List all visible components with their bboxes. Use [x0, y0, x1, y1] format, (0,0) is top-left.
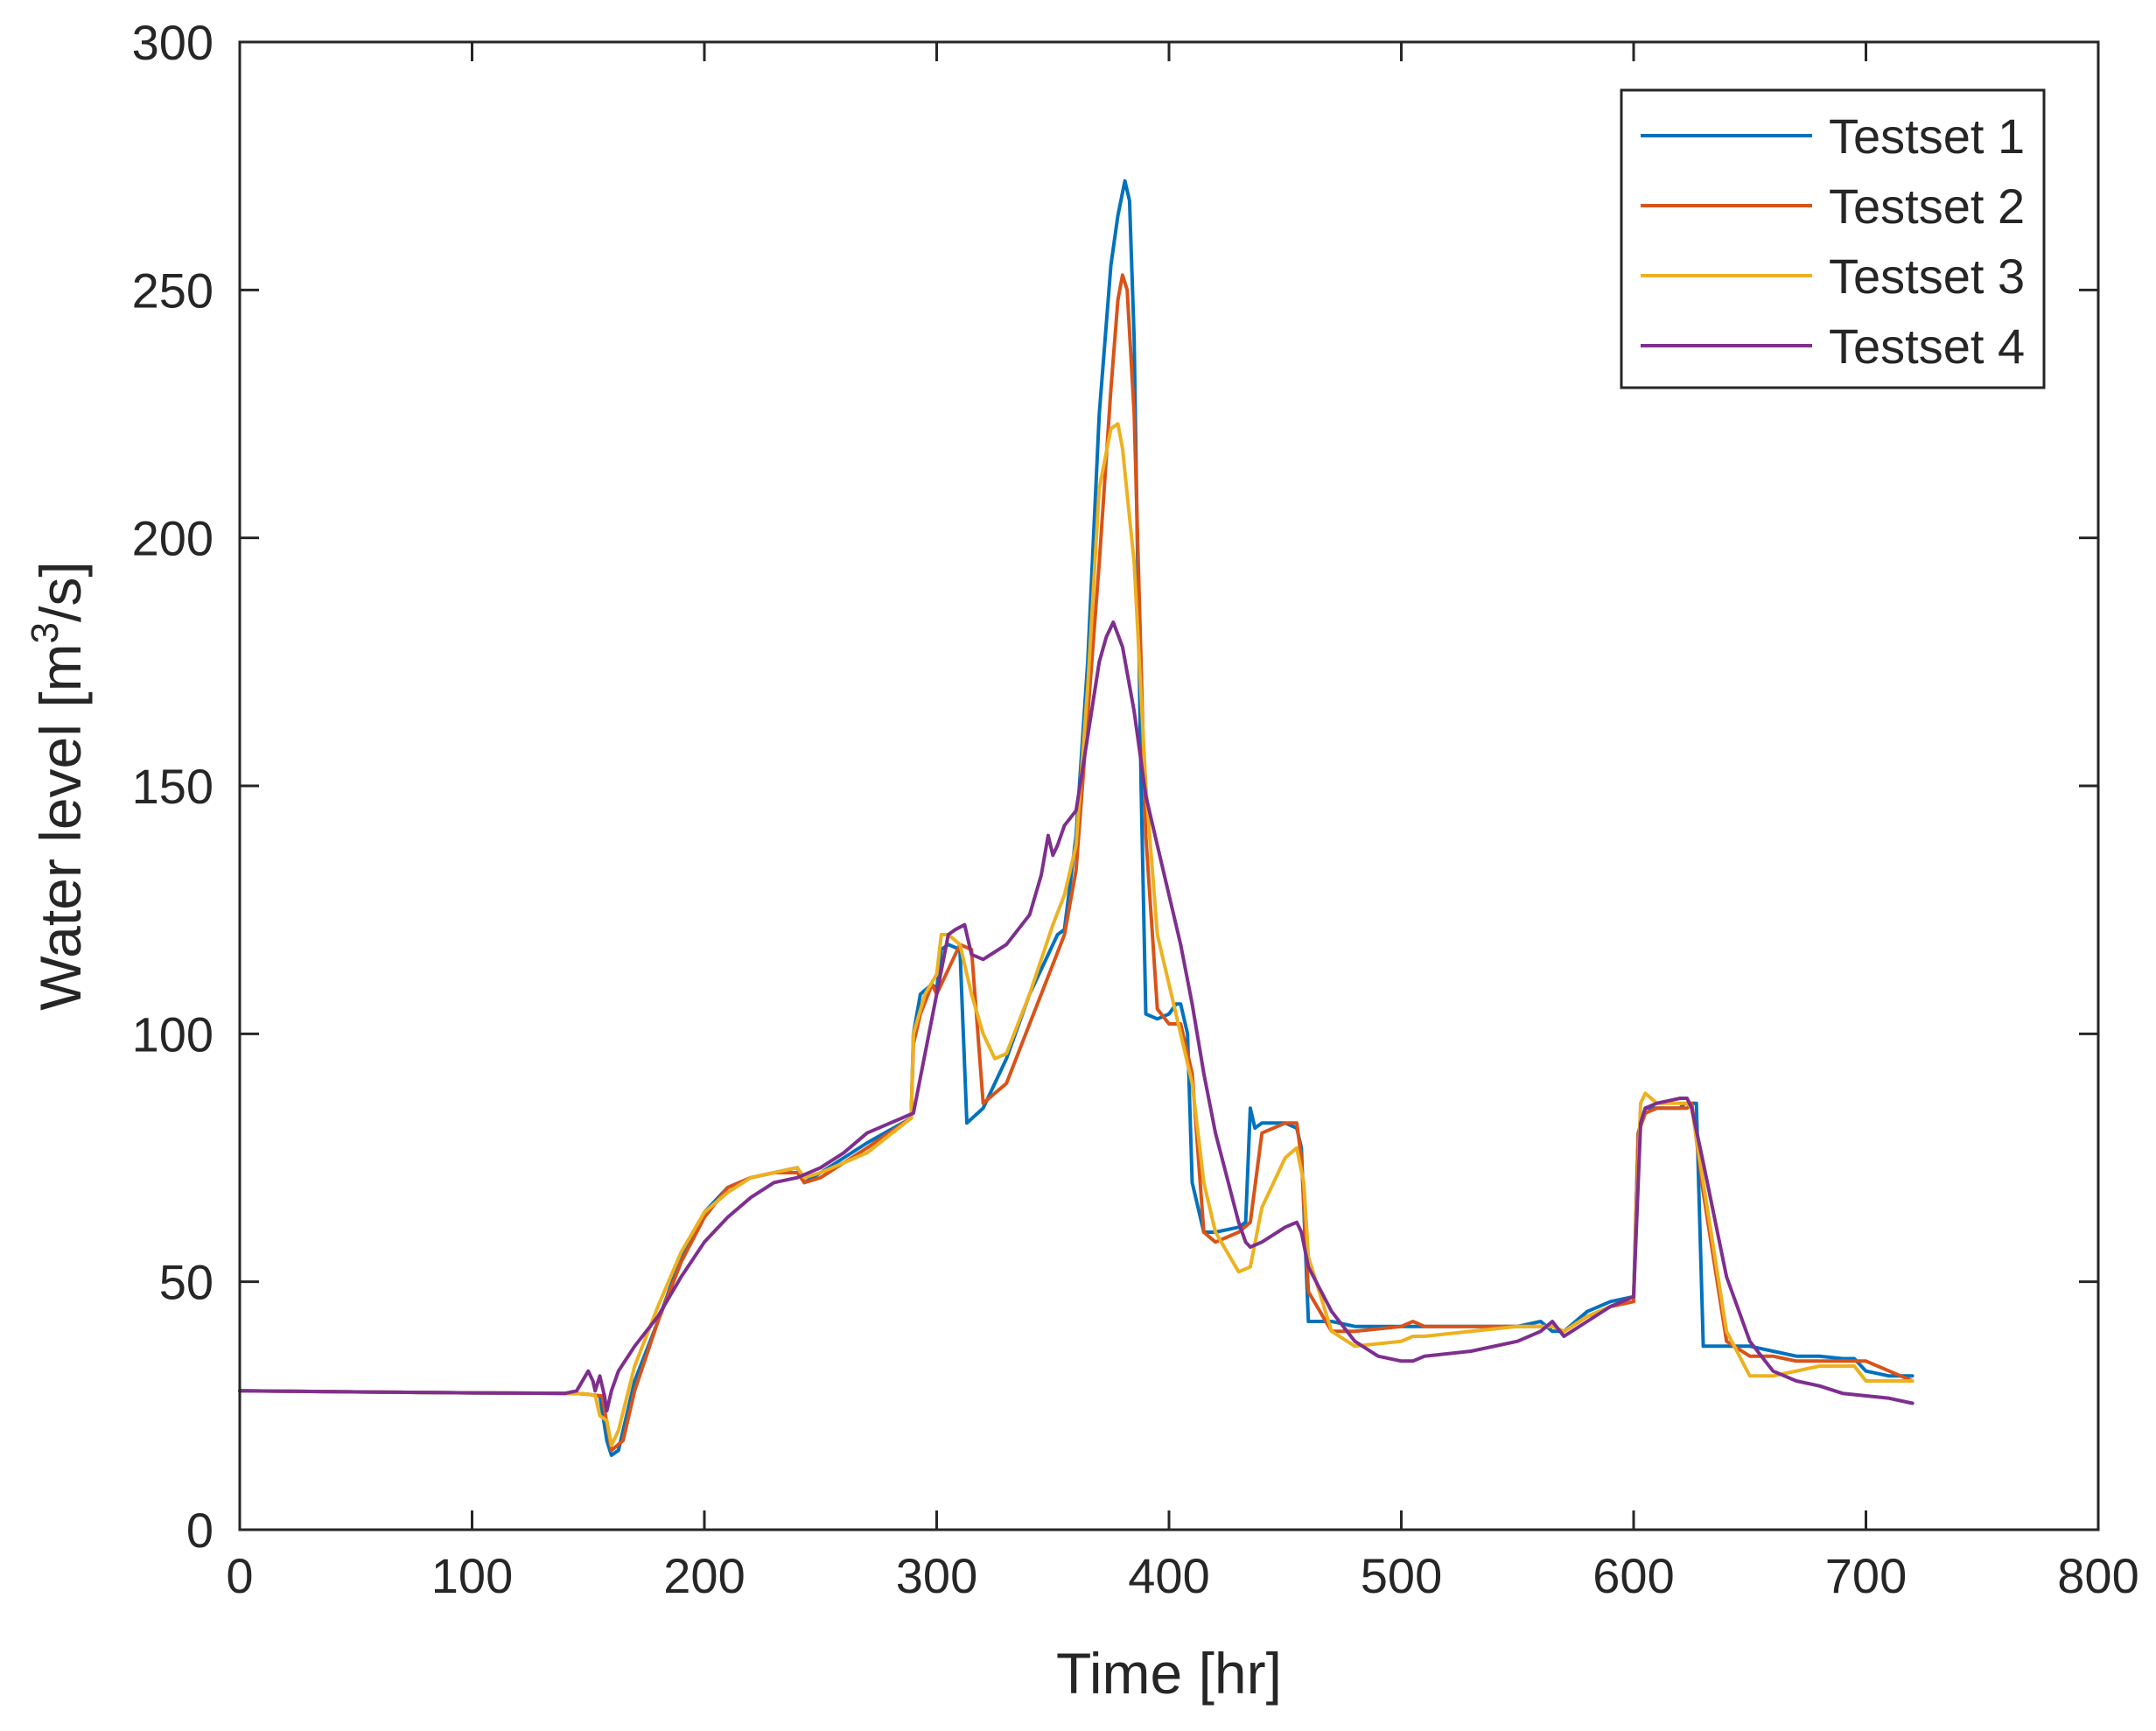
series-layer: [238, 179, 1914, 1457]
x-tick-label: 100: [431, 1548, 513, 1603]
y-axis-label-tail: /s]: [28, 561, 93, 622]
x-tick-label: 200: [663, 1548, 745, 1603]
y-axis-label-main: Water level [m: [28, 643, 93, 1010]
x-tick-label: 400: [1128, 1548, 1209, 1603]
y-axis-label: Water level [m3/s]: [24, 561, 93, 1010]
plot-area-frame: [238, 40, 2100, 1531]
x-tick-label: 0: [226, 1548, 253, 1603]
series-line-4: [238, 620, 1914, 1412]
y-tick-label: 50: [159, 1255, 214, 1310]
x-tick-label: 300: [896, 1548, 977, 1603]
legend: Testset 1 Testset 2 Testset 3 Testset 4: [1620, 88, 2046, 389]
x-tick-label: 700: [1825, 1548, 1907, 1603]
legend-label-1: Testset 1: [1829, 109, 2025, 164]
y-tick-label: 200: [132, 511, 214, 566]
legend-box: [1620, 88, 2046, 389]
y-tick-label: 250: [132, 263, 214, 318]
x-tick-label: 800: [2057, 1548, 2138, 1603]
ticks-layer: 0 100 200 300 400 500 600 700 800 0 50 100 150 200 250…: [132, 15, 2139, 1603]
x-tick-label: 600: [1592, 1548, 1674, 1603]
y-tick-label: 0: [186, 1503, 214, 1558]
y-axis-label-superscript: 3: [24, 622, 66, 643]
y-tick-label: 100: [132, 1006, 214, 1062]
legend-label-2: Testset 2: [1829, 179, 2025, 234]
y-tick-label: 300: [132, 15, 214, 70]
y-tick-label: 150: [132, 759, 214, 814]
x-axis-label: Time [hr]: [1056, 1641, 1282, 1706]
series-line-3: [238, 422, 1914, 1447]
x-tick-label: 500: [1361, 1548, 1442, 1603]
legend-label-3: Testset 3: [1829, 249, 2025, 304]
series-line-2: [238, 273, 1914, 1453]
legend-label-4: Testset 4: [1829, 319, 2025, 374]
